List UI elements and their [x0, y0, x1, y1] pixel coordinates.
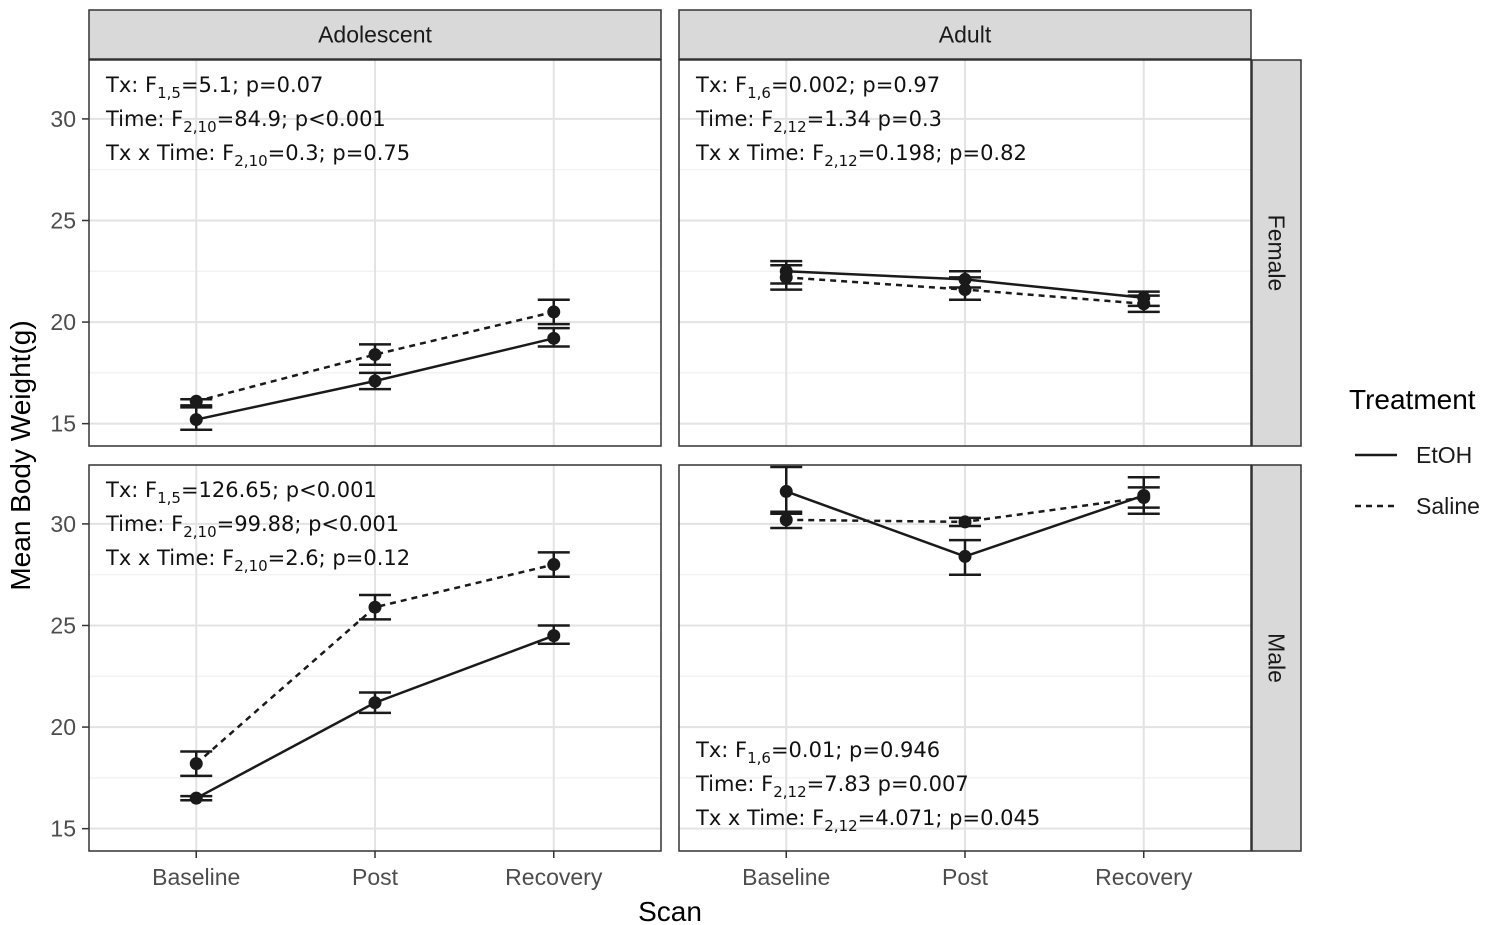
data-point-adult-male-etoh [779, 484, 793, 498]
y-tick-label: 15 [50, 411, 76, 437]
y-tick-label: 20 [50, 714, 76, 740]
data-point-adult-male-saline [958, 515, 972, 529]
x-tick-label: Baseline [742, 864, 830, 890]
data-point-adolescent-male-saline [547, 558, 561, 572]
stat-annotation-adult-male: Time: F2,12=7.83 p=0.007 [695, 772, 969, 801]
strip-right-female [1251, 59, 1302, 447]
stat-annotation-adolescent-female: Time: F2,10=84.9; p<0.001 [105, 107, 386, 136]
strip-label-male: Male [1264, 633, 1290, 683]
x-tick-label: Baseline [152, 864, 240, 890]
data-point-adolescent-male-etoh [368, 696, 382, 710]
x-tick-label: Post [352, 864, 399, 890]
data-point-adolescent-female-saline [547, 305, 561, 319]
stat-annotation-adult-female: Tx x Time: F2,12=0.198; p=0.82 [695, 141, 1027, 170]
x-tick-label: Recovery [505, 864, 603, 890]
data-point-adult-female-saline [958, 283, 972, 297]
y-tick-label: 25 [50, 612, 76, 638]
stat-annotation-adult-female: Tx: F1,6=0.002; p=0.97 [695, 73, 940, 102]
data-point-adolescent-male-saline [368, 600, 382, 614]
strip-right-male [1251, 464, 1302, 852]
legend-label-saline: Saline [1416, 493, 1480, 519]
legend-label-etoh: EtOH [1416, 442, 1472, 468]
x-tick-label: Recovery [1095, 864, 1193, 890]
y-tick-label: 25 [50, 207, 76, 233]
data-point-adult-male-saline [1137, 491, 1151, 505]
data-point-adolescent-female-saline [368, 348, 382, 362]
panel-border-adolescent-female [88, 59, 662, 447]
stat-annotation-adult-male: Tx: F1,6=0.01; p=0.946 [695, 738, 940, 767]
stat-annotation-adolescent-female: Tx: F1,5=5.1; p=0.07 [105, 73, 323, 102]
data-point-adolescent-female-etoh [189, 413, 203, 427]
strip-label-female: Female [1264, 215, 1290, 292]
data-point-adolescent-male-saline [189, 757, 203, 771]
strip-label-adolescent: Adolescent [318, 22, 432, 48]
strip-label-adult: Adult [939, 22, 992, 48]
data-point-adult-male-etoh [958, 549, 972, 563]
y-tick-label: 30 [50, 106, 76, 132]
data-point-adolescent-male-etoh [547, 629, 561, 643]
stat-annotation-adult-female: Time: F2,12=1.34 p=0.3 [695, 107, 942, 136]
data-point-adult-female-saline [779, 270, 793, 284]
strip-top-adolescent [88, 9, 662, 60]
data-point-adolescent-female-saline [189, 394, 203, 408]
data-point-adolescent-female-etoh [368, 374, 382, 388]
strip-top-adult [678, 9, 1252, 60]
y-tick-label: 30 [50, 511, 76, 537]
x-tick-label: Post [942, 864, 989, 890]
y-axis-title: Mean Body Weight(g) [5, 320, 36, 590]
data-point-adult-male-saline [779, 513, 793, 527]
data-point-adolescent-male-etoh [189, 791, 203, 805]
stat-annotation-adolescent-female: Tx x Time: F2,10=0.3; p=0.75 [105, 141, 410, 170]
legend-title: Treatment [1349, 384, 1476, 415]
stat-annotation-adult-male: Tx x Time: F2,12=4.071; p=0.045 [695, 806, 1040, 835]
stat-annotation-adolescent-male: Tx: F1,5=126.65; p<0.001 [105, 478, 377, 507]
series-line-adolescent-male-saline [195, 563, 555, 765]
data-point-adult-female-saline [1137, 297, 1151, 311]
x-axis-title: Scan [638, 896, 702, 925]
data-point-adolescent-female-etoh [547, 331, 561, 345]
y-tick-label: 20 [50, 309, 76, 335]
stat-annotation-adolescent-male: Time: F2,10=99.88; p<0.001 [105, 512, 399, 541]
y-tick-label: 15 [50, 816, 76, 842]
panel-border-adult-female [678, 59, 1252, 447]
stat-annotation-adolescent-male: Tx x Time: F2,10=2.6; p=0.12 [105, 546, 410, 575]
